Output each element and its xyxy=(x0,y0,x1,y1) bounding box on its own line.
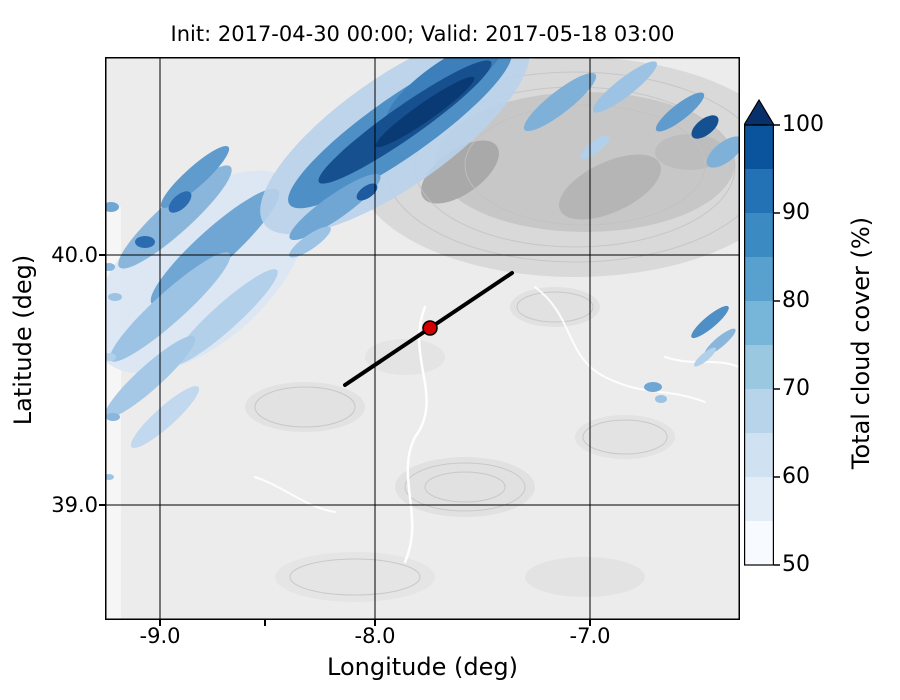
colorbar-tick-label: 70 xyxy=(782,376,810,401)
colorbar-tick-label: 50 xyxy=(782,552,810,577)
river-lines-layer xyxy=(254,286,740,564)
x-tick-mark xyxy=(264,620,266,626)
colorbar-outline xyxy=(744,124,774,566)
y-tick-mark xyxy=(99,504,105,506)
y-tick-mark xyxy=(99,254,105,256)
x-axis-label: Longitude (deg) xyxy=(327,653,518,681)
x-tick-mark xyxy=(159,620,161,626)
colorbar-label: Total cloud cover (%) xyxy=(847,216,875,470)
colorbar-tick-marks xyxy=(774,124,780,566)
map-plot xyxy=(105,57,740,620)
colorbar-tick-label: 90 xyxy=(782,200,810,225)
y-axis-label: Latitude (deg) xyxy=(9,254,37,426)
x-tick-mark xyxy=(374,620,376,626)
colorbar-extend-arrow xyxy=(744,98,776,126)
x-tick-label: -7.0 xyxy=(569,624,611,648)
x-tick-mark xyxy=(589,620,591,626)
y-tick-label: 39.0 xyxy=(51,493,98,517)
x-tick-label: -9.0 xyxy=(139,624,181,648)
grid-lines xyxy=(105,57,740,620)
colorbar xyxy=(744,98,780,566)
colorbar-tick-label: 100 xyxy=(782,112,824,137)
x-tick-label: -8.0 xyxy=(354,624,396,648)
station-marker xyxy=(422,320,438,336)
plot-title: Init: 2017-04-30 00:00; Valid: 2017-05-1… xyxy=(170,22,675,46)
cloud-cover-layer xyxy=(105,57,740,480)
y-tick-label: 40.0 xyxy=(51,243,98,267)
colorbar-tick-label: 60 xyxy=(782,464,810,489)
colorbar-segments xyxy=(744,125,774,565)
plot-frame xyxy=(105,57,740,620)
colorbar-tick-label: 80 xyxy=(782,288,810,313)
